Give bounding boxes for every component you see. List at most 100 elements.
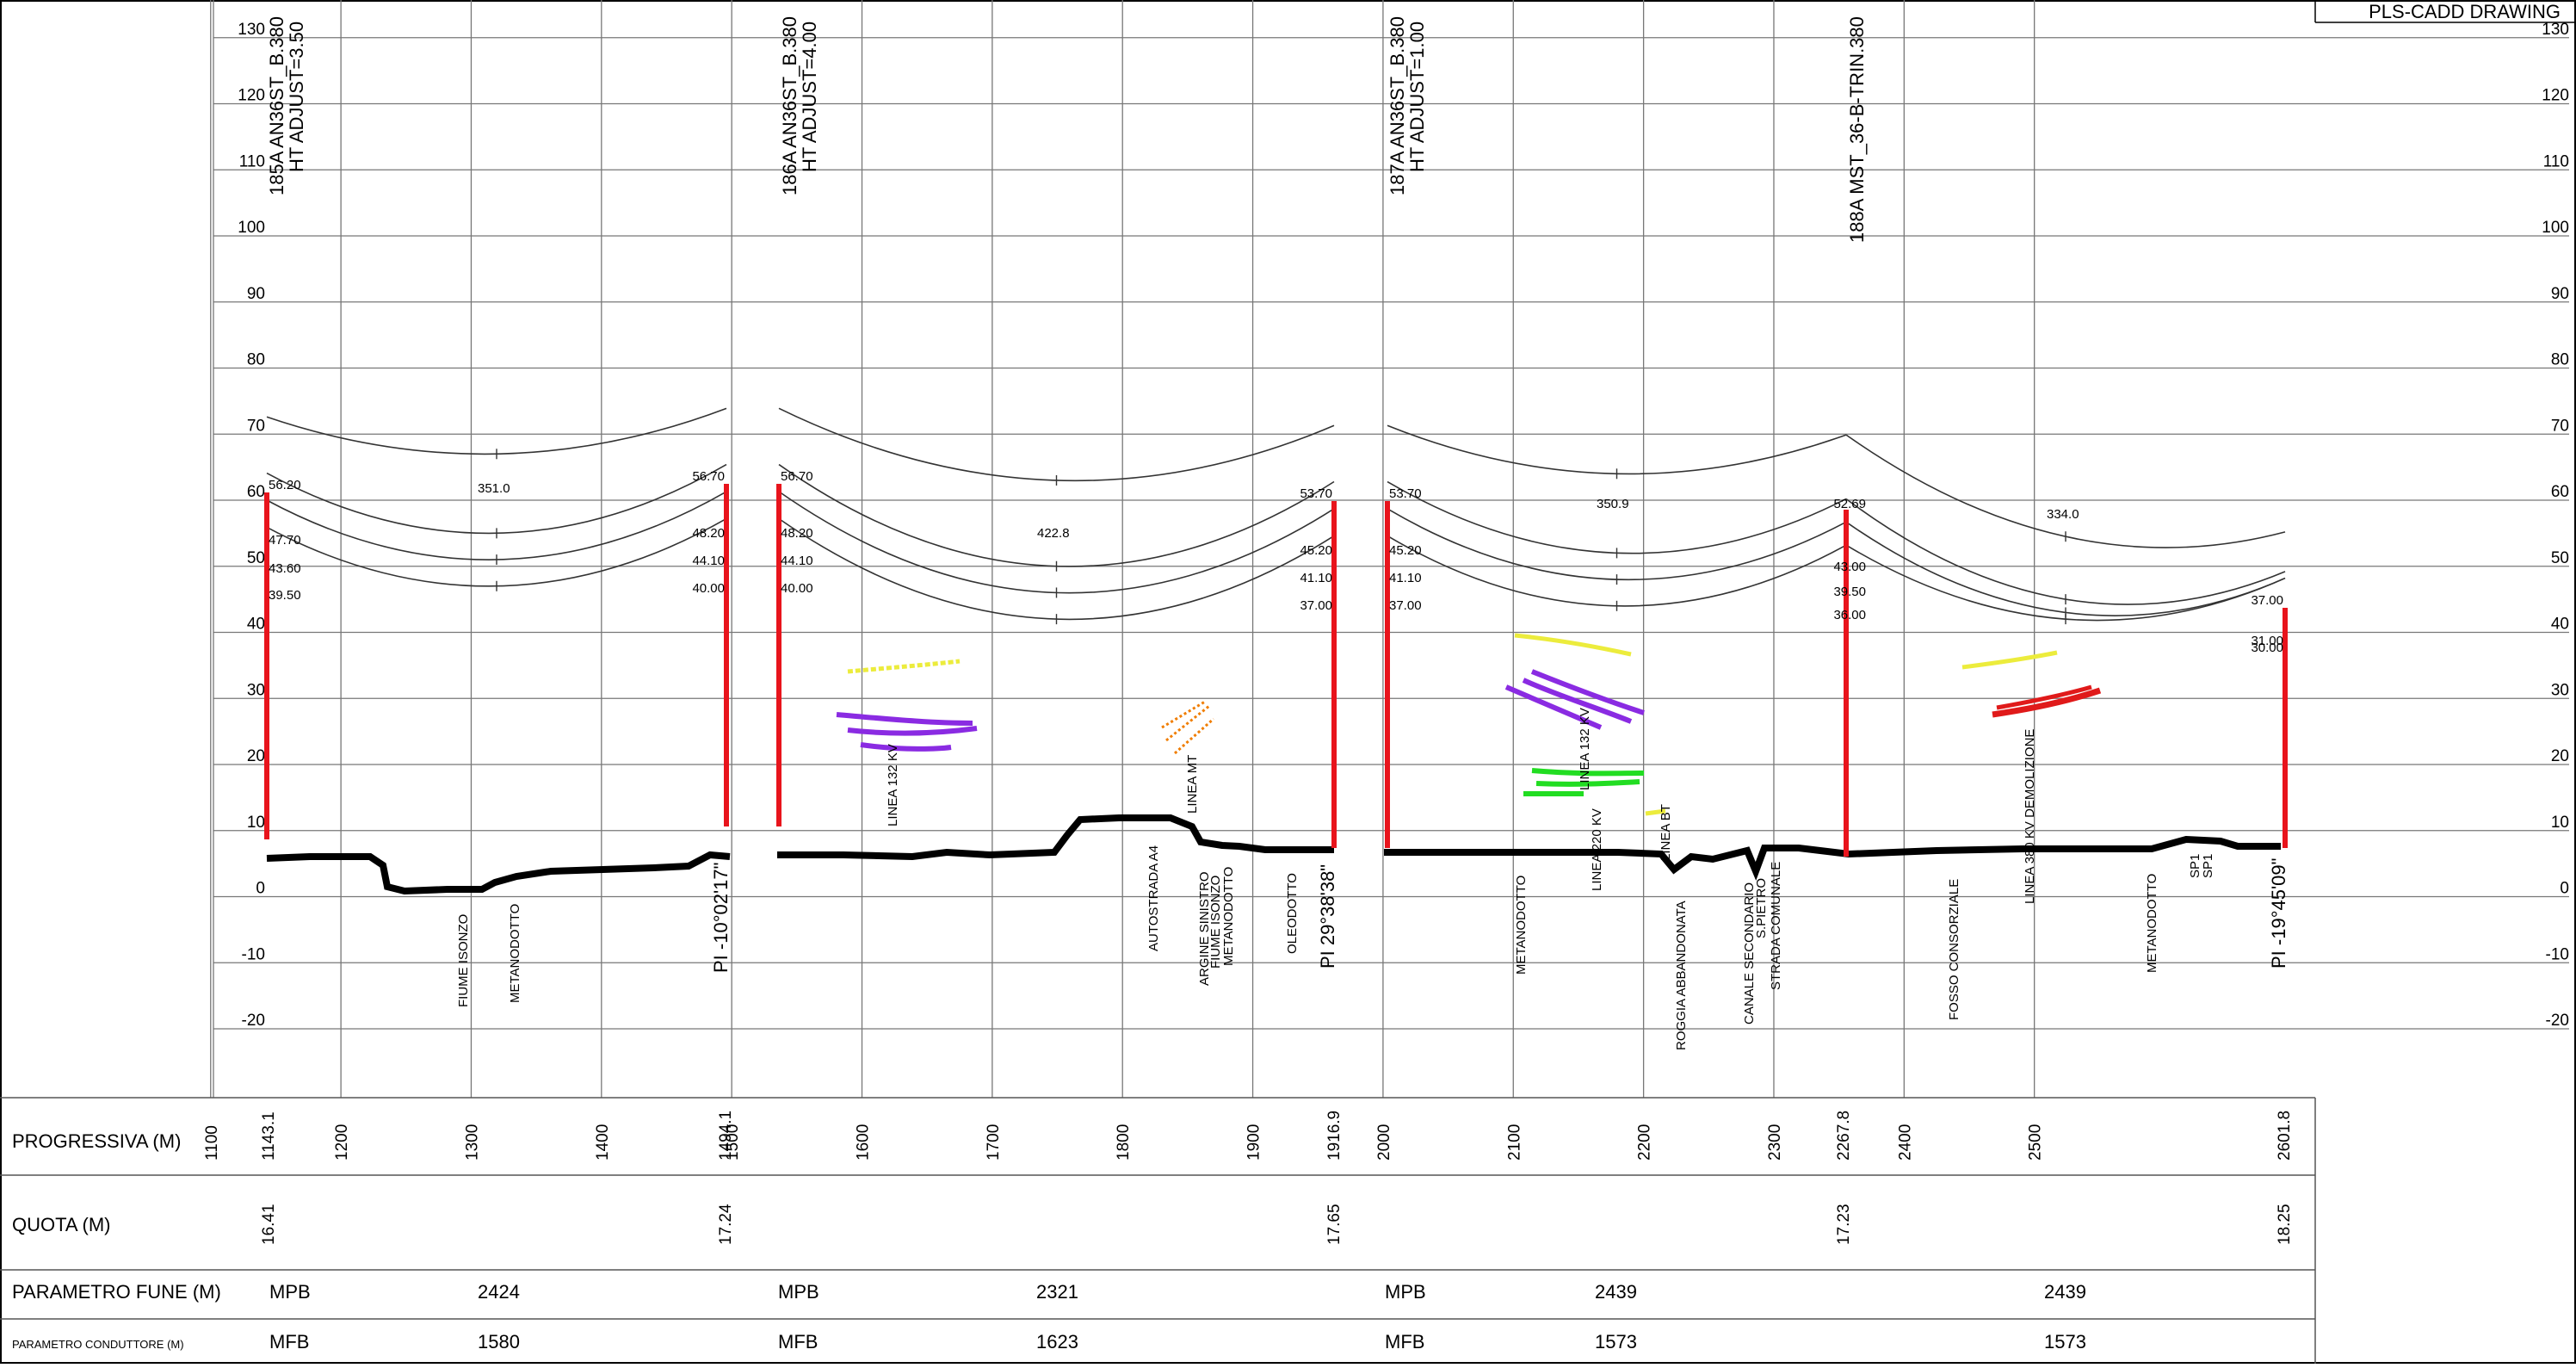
y-tick-label-right: 80: [2551, 351, 2569, 369]
attach-height: 39.50: [269, 588, 301, 603]
attach-height: 36.00: [1833, 608, 1866, 622]
row-label-parametro-fune: PARAMETRO FUNE (M): [12, 1281, 221, 1303]
span-length: 422.8: [1037, 526, 1070, 541]
conductor-curve: [1387, 480, 1847, 554]
crossing-label: S.PIETRO: [1754, 878, 1769, 938]
attach-height: 37.00: [1300, 598, 1332, 613]
conductor-curve: [1845, 434, 2286, 548]
x-tick-label: 2200: [1636, 1124, 1654, 1161]
y-tick-label-right: 100: [2542, 219, 2569, 237]
y-tick-label-right: 0: [2560, 880, 2569, 898]
progressiva-value: 1916.9: [1325, 1111, 1344, 1161]
x-tick-label: 2500: [2027, 1124, 2045, 1161]
x-tick-label: 1800: [1115, 1124, 1133, 1161]
conduttore-value: 1573: [1595, 1331, 1637, 1353]
attach-height: 47.70: [269, 533, 301, 548]
y-tick-label-right: 20: [2551, 747, 2569, 765]
y-tick-label-right: 50: [2551, 549, 2569, 567]
pi-labels: PI -10°02'17" PI 29°38'38" PI -19°45'09": [710, 858, 2289, 973]
attach-height: 45.20: [1300, 543, 1332, 558]
profile-table: PROGRESSIVA (M) QUOTA (M) PARAMETRO FUNE…: [0, 1097, 2316, 1364]
conduttore-value: 1623: [1036, 1331, 1078, 1353]
attach-height: 41.10: [1300, 571, 1332, 585]
x-tick-label: 1500: [724, 1124, 742, 1161]
crossing-label: FOSSO CONSORZIALE: [1947, 879, 1961, 1020]
structure-187a-label: 187A AN36ST_B.380: [1387, 16, 1408, 195]
attach-height: 31.00: [2251, 634, 2283, 648]
quota-value: 17.23: [1835, 1204, 1853, 1245]
y-tick-label-left: 120: [238, 87, 265, 105]
ground-line-span1: [266, 851, 731, 895]
orange-line-mt: [1174, 717, 1214, 755]
conduttore-type: MFB: [269, 1331, 309, 1353]
purple-line-132kv: [1522, 678, 1633, 724]
attach-height: 56.70: [781, 469, 813, 484]
quota-value: 17.24: [717, 1204, 735, 1245]
attach-height: 40.00: [781, 581, 813, 596]
conductor-curve: [1387, 535, 1847, 607]
quota-value: 16.41: [260, 1204, 278, 1245]
crossing-label: ARGINE SINISTRO: [1197, 871, 1212, 986]
fune-type: MPB: [1385, 1281, 1426, 1303]
crossing-label: SP1: [2188, 854, 2202, 878]
fune-value: 2439: [1595, 1281, 1637, 1303]
conduttore-type: MFB: [778, 1331, 818, 1353]
red-line-380kv-demolizione: [1996, 684, 2092, 710]
attach-height: 37.00: [1389, 598, 1422, 613]
y-tick-label-right: 40: [2551, 616, 2569, 634]
y-tick-label-right: 90: [2551, 285, 2569, 303]
ground-profile: [266, 814, 2281, 895]
y-tick-label-right: 10: [2551, 814, 2569, 832]
x-tick-label: 1400: [594, 1124, 612, 1161]
span-length: 334.0: [2047, 507, 2079, 522]
progressiva-value: 1143.1: [260, 1111, 278, 1161]
y-tick-label-left: 10: [247, 814, 265, 832]
y-tick-label-left: 130: [238, 21, 265, 39]
attach-height: 45.20: [1389, 543, 1422, 558]
y-tick-label-right: -10: [2546, 945, 2569, 963]
crossing-label: LINEA 132 KV: [1578, 708, 1592, 790]
conduttore-type: MFB: [1385, 1331, 1424, 1353]
yellow-obstacle: [1514, 633, 1632, 657]
attach-height: 52.69: [1833, 497, 1866, 511]
row-label-quota: QUOTA (M): [12, 1214, 110, 1235]
towers: [264, 484, 2288, 857]
progressiva-value: 1494.1: [717, 1111, 735, 1161]
attach-height: 53.70: [1389, 486, 1422, 501]
y-tick-label-left: -10: [242, 945, 265, 963]
row-label-parametro-conduttore: PARAMETRO CONDUTTORE (M): [12, 1338, 184, 1351]
y-tick-label-right: 60: [2551, 483, 2569, 501]
green-line-220kv: [1531, 768, 1645, 777]
structure-labels: 185A AN36ST_B.380 HT ADJUST=3.50 186A AN…: [266, 16, 1868, 243]
conduttore-value: 1573: [2044, 1331, 2086, 1353]
conductor-catenaries: [266, 407, 2286, 625]
attach-height: 56.70: [692, 469, 725, 484]
pi-angle-label: PI -10°02'17": [710, 863, 732, 973]
grid: [210, 0, 2569, 1098]
attach-height: 40.00: [692, 581, 725, 596]
green-line-220kv: [1535, 779, 1640, 787]
x-axis-ticks: 1100 1200 1300 1400 1500 1600 1700 1800 1900 2000…: [203, 1124, 2045, 1161]
span-annotations: 351.0 422.8 350.9 334.0 56.20 47.70 43.6…: [269, 469, 2283, 655]
row-label-progressiva: PROGRESSIVA (M): [12, 1130, 181, 1152]
purple-line-132kv: [836, 712, 973, 726]
yellow-obstacle: [1961, 650, 2058, 670]
yellow-line-bt: [1645, 808, 1666, 816]
crossing-label: OLEODOTTO: [1285, 873, 1300, 954]
structure-188a-label: 188A MST_36-B-TRIN.380: [1846, 16, 1868, 243]
attach-height: 48.20: [781, 526, 813, 541]
structure-186a-label: 186A AN36ST_B.380: [779, 16, 800, 195]
x-tick-label: 1300: [463, 1124, 481, 1161]
ground-line-span3: [1384, 835, 2281, 881]
x-tick-label: 2100: [1505, 1124, 1523, 1161]
y-axis-ticks: 1401401301301201201101101001009090808070…: [238, 21, 2569, 1030]
crossing-label: ROGGIA ABBANDONATA: [1674, 901, 1689, 1050]
crossing-label: AUTOSTRADA A4: [1146, 845, 1161, 951]
crossing-label: SP1: [2201, 854, 2215, 878]
fune-type: MPB: [269, 1281, 311, 1303]
crossing-label: METANODOTTO: [508, 904, 522, 1003]
attach-height: 39.50: [1833, 585, 1866, 599]
fune-value: 2321: [1036, 1281, 1078, 1303]
conductor-curve: [1387, 508, 1847, 581]
crossing-label: STRADA COMUNALE: [1769, 862, 1783, 990]
